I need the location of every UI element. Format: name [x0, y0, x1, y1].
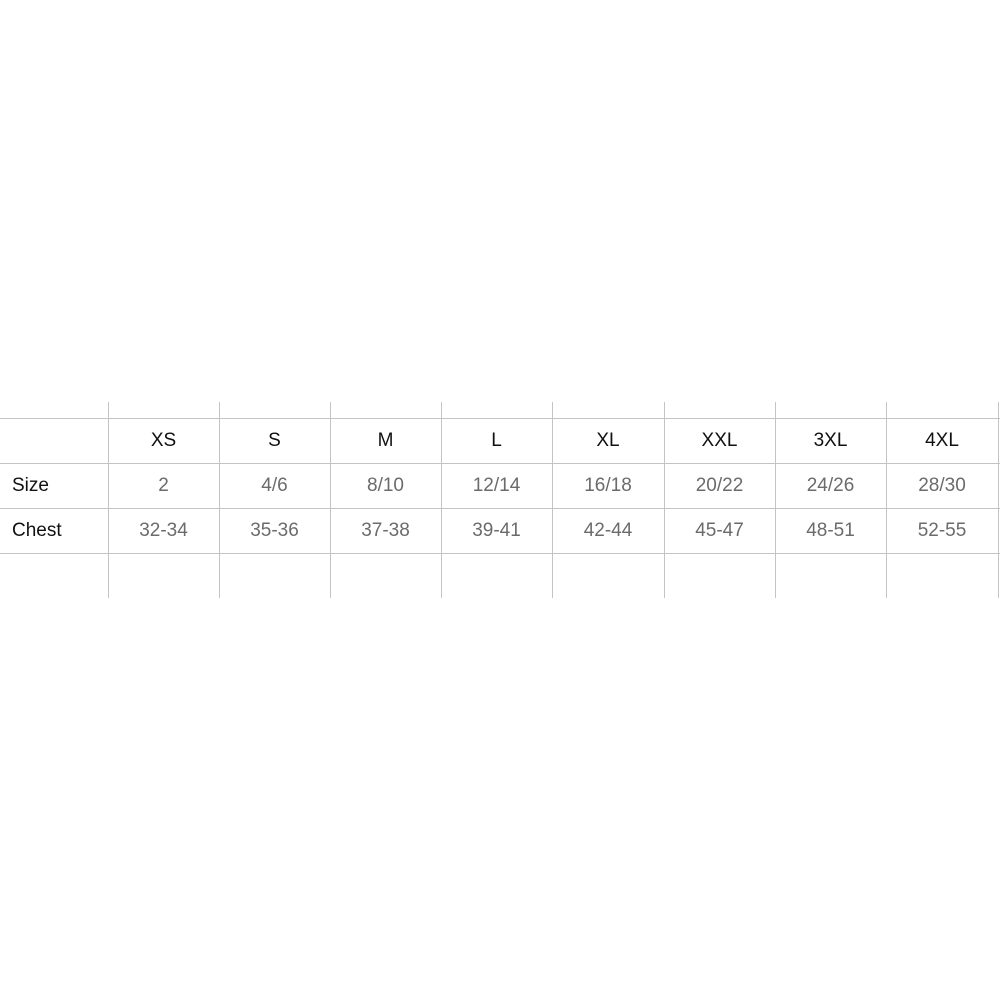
column-header: 3XL	[813, 430, 848, 451]
table-cell: 20/22	[695, 475, 744, 496]
grid-row-line	[0, 418, 1000, 419]
table-cell: 42-44	[583, 520, 633, 541]
grid-row-line	[0, 553, 1000, 554]
table-cell: 39-41	[472, 520, 521, 541]
grid-column-line	[330, 402, 331, 598]
grid-column-line	[886, 402, 887, 598]
table-cell: 12/14	[472, 475, 521, 496]
table-cell: 52-55	[917, 520, 967, 541]
table-cell: 28/30	[918, 475, 966, 496]
grid-column-line	[219, 402, 220, 598]
grid-column-line	[108, 402, 109, 598]
grid-row-line	[0, 508, 1000, 509]
table-cell: 24/26	[806, 475, 855, 496]
table-cell: 37-38	[361, 520, 410, 541]
table-cell: 35-36	[250, 520, 299, 541]
column-header: L	[491, 430, 502, 451]
column-header: S	[268, 430, 281, 451]
grid-column-line	[552, 402, 553, 598]
table-cell: 16/18	[584, 475, 632, 496]
table-cell: 48-51	[806, 520, 855, 541]
table-cell: 45-47	[695, 520, 744, 541]
column-header: M	[377, 430, 394, 451]
grid-column-line	[998, 402, 999, 598]
grid-column-line	[441, 402, 442, 598]
grid-column-line	[664, 402, 665, 598]
table-cell: 8/10	[367, 475, 404, 496]
table-cell: 4/6	[261, 475, 288, 496]
column-header: XS	[150, 430, 177, 451]
column-header: XXL	[701, 430, 738, 451]
table-cell: 32-34	[139, 520, 188, 541]
row-label: Chest	[12, 520, 62, 541]
row-label: Size	[12, 475, 49, 496]
grid-row-line	[0, 463, 1000, 464]
column-header: 4XL	[925, 430, 959, 451]
table-cell: 2	[158, 475, 169, 496]
grid-column-line	[775, 402, 776, 598]
column-header: XL	[596, 430, 620, 451]
